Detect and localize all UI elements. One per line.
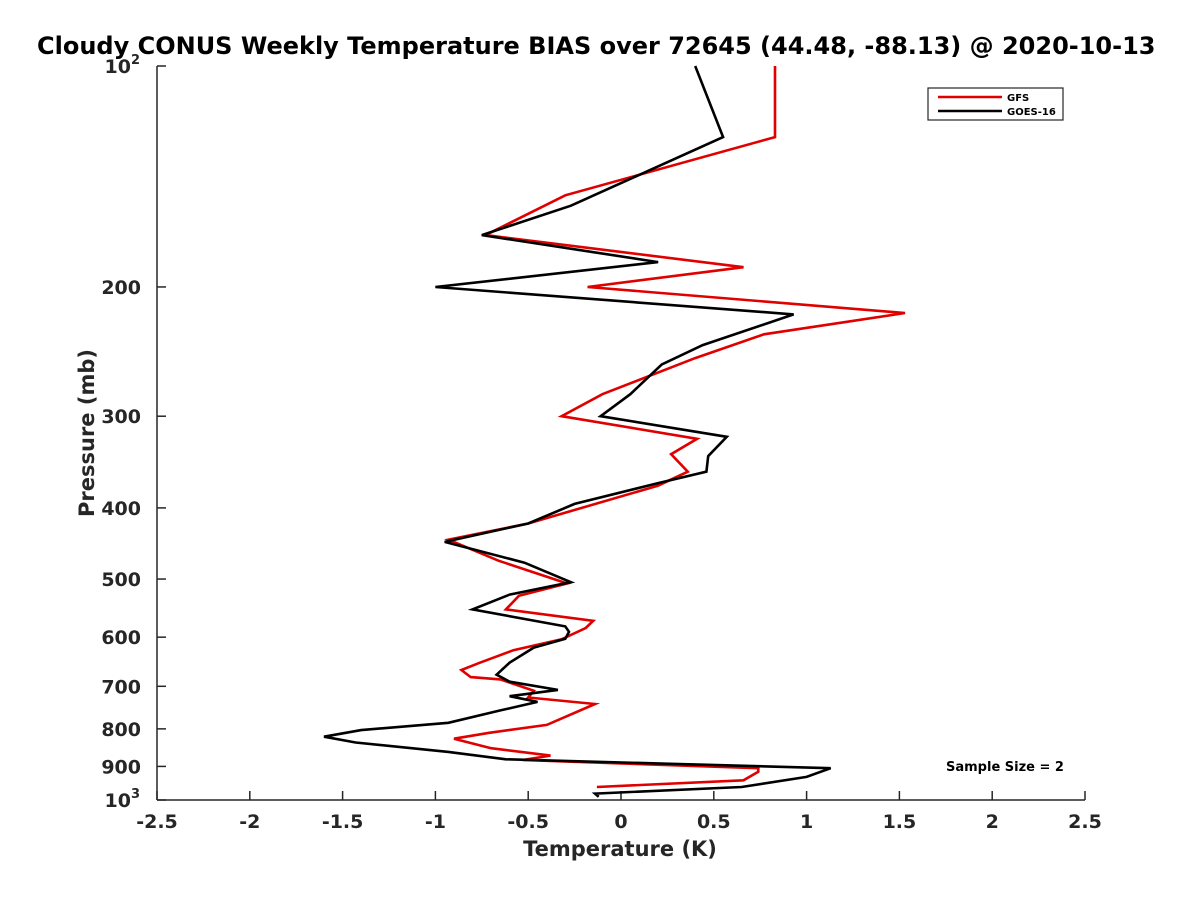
y-tick-exponent: 3 [131, 787, 140, 802]
x-tick-label: -1 [425, 811, 446, 833]
y-tick-label: 400 [101, 498, 141, 520]
x-tick-label: 2 [986, 811, 999, 833]
sample-size-annotation: Sample Size = 2 [946, 760, 1064, 775]
plot-area: -2.5 -2 -1.5 -1 -0.5 0 0.5 1 1.5 2 2.5 10 220030040… [101, 53, 1102, 833]
y-tick-label: 500 [101, 569, 141, 591]
y-tick-label: 900 [101, 756, 141, 778]
x-tick-label: 0.5 [697, 811, 731, 833]
y-tick-exponent: 2 [131, 53, 140, 68]
x-tick-label: -2 [239, 811, 260, 833]
y-axis-label: Pressure (mb) [75, 349, 99, 517]
x-tick-label: 0 [614, 811, 627, 833]
legend: GFS GOES-16 [927, 87, 1064, 121]
legend-label-goes16: GOES-16 [1007, 107, 1056, 118]
y-tick-label: 10 [105, 56, 131, 78]
x-axis-label: Temperature (K) [523, 837, 717, 861]
legend-box [927, 87, 1064, 121]
x-axis-ticks: -2.5 -2 -1.5 -1 -0.5 0 0.5 1 1.5 2 2.5 [136, 791, 1102, 833]
y-tick-label: 700 [101, 676, 141, 698]
series-group [323, 65, 906, 798]
x-tick-label: 2.5 [1068, 811, 1102, 833]
x-tick-label: -2.5 [136, 811, 178, 833]
y-tick-label: 300 [101, 406, 141, 428]
y-tick-label: 200 [101, 277, 141, 299]
y-tick-label: 600 [101, 627, 141, 649]
series-line-gfs [444, 66, 906, 789]
y-tick-label: 800 [101, 719, 141, 741]
x-tick-label: -1.5 [322, 811, 364, 833]
x-tick-label: 1.5 [883, 811, 917, 833]
legend-label-gfs: GFS [1007, 93, 1029, 104]
x-tick-label: -0.5 [507, 811, 549, 833]
chart-title: Cloudy CONUS Weekly Temperature BIAS ove… [37, 32, 1155, 60]
y-tick-label: 10 [105, 790, 131, 812]
series-line-goes-16 [323, 65, 832, 798]
x-tick-label: 1 [800, 811, 813, 833]
